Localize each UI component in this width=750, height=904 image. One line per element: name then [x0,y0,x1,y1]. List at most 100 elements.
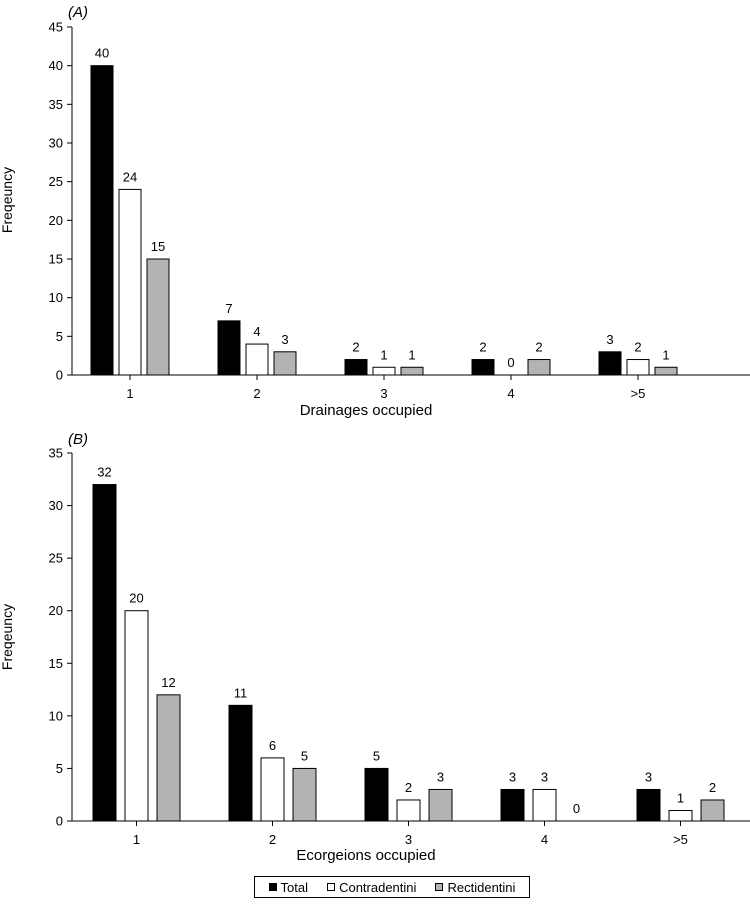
y-tick-label-a: 15 [49,252,63,267]
legend-swatch-total [268,883,277,891]
data-label-b-rectidentini-5: 2 [709,780,716,795]
legend-item-rectidentini: Rectidentini [435,880,515,895]
legend-item-total: Total [268,879,308,895]
legend-label-total: Total [280,879,308,895]
bar-a-rectidentini-3 [400,366,424,376]
x-tick-label-b: 2 [269,832,276,847]
bar-a-total-1 [90,65,114,376]
y-tick-label-a: 0 [56,368,63,383]
data-label-b-contradentini-3: 2 [405,780,412,795]
y-tick-label-b: 30 [49,498,63,513]
bar-b-rectidentini-2 [292,767,317,822]
data-label-b-contradentini-5: 1 [677,790,684,805]
y-tick-label-a: 35 [49,97,63,112]
y-tick-label-a: 30 [49,136,63,151]
x-tick-label-a: 4 [507,386,514,401]
y-axis-label-b: Freqeuncy [0,604,15,670]
y-tick-label-a: 40 [49,58,63,73]
data-label-b-total-4: 3 [509,769,516,784]
data-label-b-contradentini-2: 6 [269,738,276,753]
data-label-a-rectidentini-5: 1 [662,347,669,362]
bar-a-rectidentini-5 [654,366,678,376]
data-label-a-total-5: 3 [606,332,613,347]
bar-b-total-5 [636,788,661,822]
legend-swatch-contradentini [327,883,336,891]
data-label-b-rectidentini-4: 0 [573,801,580,816]
data-label-b-rectidentini-2: 5 [301,748,308,763]
x-axis-label-a: Drainages occupied [300,402,433,419]
bar-b-rectidentini-3 [428,788,453,822]
bar-b-contradentini-2 [260,757,285,822]
chart-panel-b: (B)05101520253035Freqeuncy32201211165252… [0,431,750,864]
bar-a-rectidentini-1 [146,258,170,376]
x-tick-label-b: 1 [133,832,140,847]
data-label-a-contradentini-3: 1 [380,347,387,362]
bar-a-total-4 [471,359,495,376]
chart-panel-a: (A)051015202530354045Freqeuncy4024151743… [0,4,750,419]
bar-a-contradentini-5 [626,359,650,376]
y-tick-label-b: 10 [49,708,63,723]
data-label-a-rectidentini-1: 15 [151,239,165,254]
y-tick-label-a: 10 [49,290,63,305]
x-axis-label-b: Ecorgeions occupied [296,847,435,864]
bar-b-rectidentini-5 [700,799,725,822]
bar-a-contradentini-2 [245,343,269,376]
data-label-a-total-1: 40 [95,46,109,61]
bar-b-rectidentini-1 [156,694,181,822]
bar-a-total-5 [598,351,622,376]
bar-a-rectidentini-2 [273,351,297,376]
y-tick-label-b: 5 [56,761,63,776]
data-label-a-contradentini-5: 2 [634,340,641,355]
data-label-a-total-3: 2 [352,340,359,355]
x-tick-label-a: 1 [126,386,133,401]
bar-a-rectidentini-4 [527,359,551,376]
bar-b-total-1 [92,484,117,822]
y-tick-label-a: 25 [49,174,63,189]
x-tick-label-a: >5 [631,386,646,401]
data-label-b-total-1: 32 [97,465,111,480]
x-tick-label-b: 3 [405,832,412,847]
bar-b-contradentini-1 [124,610,149,822]
data-label-a-contradentini-4: 0 [507,355,514,370]
data-label-a-rectidentini-3: 1 [408,347,415,362]
y-tick-label-a: 45 [49,20,63,35]
panel-title-b: (B) [68,431,88,448]
data-label-b-contradentini-4: 3 [541,769,548,784]
panel-title-a: (A) [68,4,88,21]
x-tick-label-a: 3 [380,386,387,401]
y-tick-label-a: 5 [56,329,63,344]
data-label-a-total-2: 7 [225,301,232,316]
legend: Total Contradentini Rectidentini [254,876,530,898]
y-tick-label-b: 15 [49,656,63,671]
data-label-b-total-5: 3 [645,769,652,784]
y-axis-label-a: Freqeuncy [0,167,15,233]
y-tick-label-b: 35 [49,446,63,461]
y-tick-label-b: 0 [56,814,63,829]
data-label-a-contradentini-2: 4 [253,324,260,339]
bar-b-total-2 [228,704,253,822]
data-label-b-contradentini-1: 20 [129,591,143,606]
data-label-b-total-2: 11 [234,685,248,700]
y-tick-label-a: 20 [49,213,63,228]
x-tick-label-a: 2 [253,386,260,401]
data-label-b-rectidentini-1: 12 [161,675,175,690]
legend-swatch-rectidentini [435,883,444,891]
data-label-a-contradentini-1: 24 [123,169,137,184]
data-label-b-rectidentini-3: 3 [437,769,444,784]
bar-b-contradentini-3 [396,799,421,822]
bar-b-contradentini-4 [532,788,557,822]
legend-label-rectidentini: Rectidentini [447,879,516,895]
bar-b-total-4 [500,788,525,822]
bar-a-total-3 [344,359,368,376]
x-tick-label-b: >5 [673,832,688,847]
data-label-a-rectidentini-2: 3 [281,332,288,347]
bar-b-total-3 [364,767,389,822]
y-tick-label-b: 25 [49,551,63,566]
data-label-b-total-3: 5 [373,748,380,763]
bar-a-contradentini-1 [118,188,142,376]
legend-label-contradentini: Contradentini [339,879,417,895]
bar-a-total-2 [217,320,241,376]
legend-item-contradentini: Contradentini [327,880,416,895]
bar-a-contradentini-3 [372,366,396,376]
data-label-a-rectidentini-4: 2 [535,340,542,355]
